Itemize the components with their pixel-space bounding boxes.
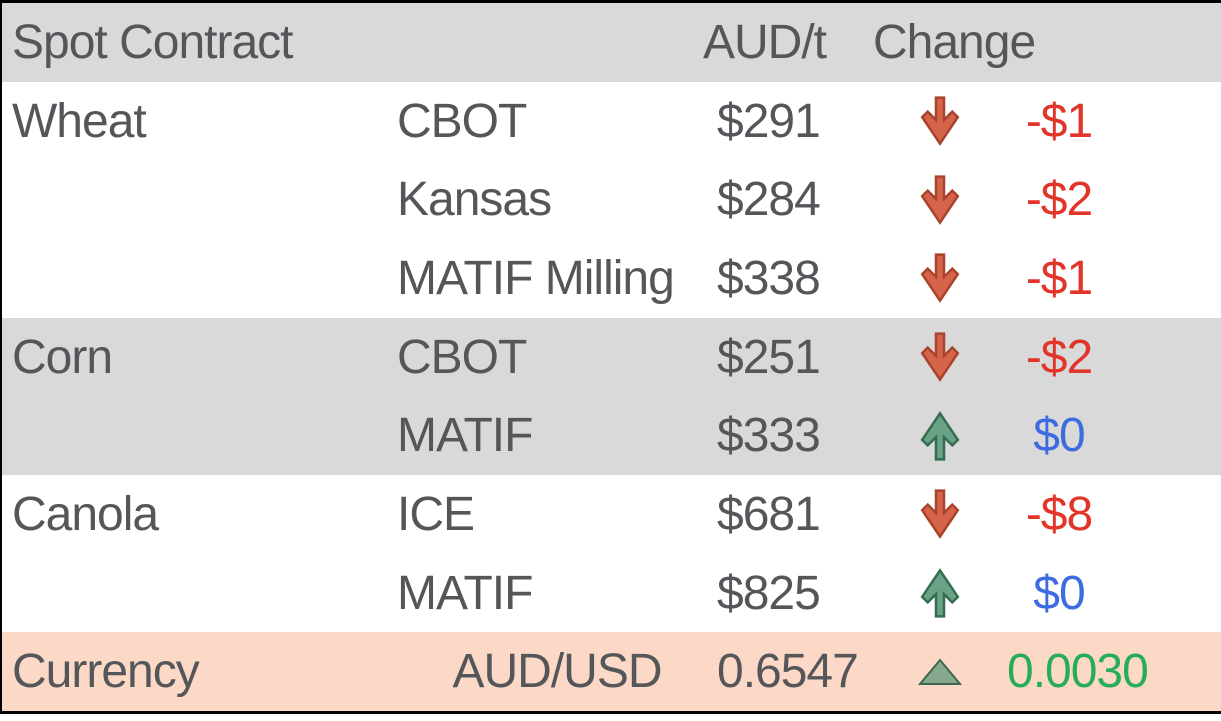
contract-label: MATIF [397,566,533,620]
price-value: $251 [717,330,821,384]
table-row-corn-matif: MATIF $333 $0 [2,396,1221,476]
table-header-row: Spot Contract AUD/t Change [2,3,1221,82]
commodity-label: Canola [12,487,159,541]
table-row-wheat-kansas: Kansas $284 -$2 [2,160,1221,239]
table-row-canola-matif: MATIF $825 $0 [2,554,1221,633]
currency-label: Currency [12,645,200,699]
direction-cell [873,657,1007,687]
table-row-corn-cbot: Corn CBOT $251 -$2 [2,317,1221,397]
up-arrow-icon [920,410,960,461]
direction-cell [873,331,1007,383]
down-arrow-icon [920,253,960,304]
table-row-wheat-matif-milling: MATIF Milling $338 -$1 [2,239,1221,318]
change-value: $0 [1033,409,1085,463]
change-value: -$1 [1025,251,1093,305]
up-arrow-icon [920,568,960,618]
change-value: -$2 [1025,330,1093,384]
down-arrow-icon [920,332,960,382]
contract-label: CBOT [397,94,527,148]
direction-cell [873,567,1007,619]
contract-label: ICE [397,487,475,541]
currency-change-value: 0.0030 [1007,645,1149,699]
price-value: $291 [717,94,821,148]
direction-cell [873,174,1007,226]
contract-label: MATIF [397,409,533,463]
direction-cell [873,488,1007,540]
down-arrow-icon [920,489,960,540]
up-triangle-icon [917,658,963,685]
direction-cell [873,410,1007,462]
price-value: $681 [717,487,821,541]
down-arrow-icon [920,175,960,225]
down-arrow-icon [920,96,960,146]
currency-pair-label: AUD/USD [452,645,662,699]
price-value: $338 [717,251,821,305]
header-change: Change [873,15,1036,69]
price-value: $825 [717,566,821,620]
commodity-label: Wheat [12,94,147,148]
change-value: $0 [1033,566,1085,620]
change-value: -$8 [1025,487,1093,541]
table-row-currency: Currency AUD/USD 0.6547 0.0030 [2,632,1221,712]
table-row-wheat-cbot: Wheat CBOT $291 -$1 [2,82,1221,161]
price-value: $333 [717,409,821,463]
price-value: $284 [717,173,821,227]
direction-cell [873,95,1007,147]
currency-rate-value: 0.6547 [717,645,859,699]
contract-label: Kansas [397,173,552,227]
direction-cell [873,252,1007,304]
commodity-label: Corn [12,330,113,384]
change-value: -$2 [1025,173,1093,227]
table-row-canola-ice: Canola ICE $681 -$8 [2,475,1221,554]
contract-label: CBOT [397,330,527,384]
header-spot-contract: Spot Contract [12,15,293,69]
header-aud-per-tonne: AUD/t [703,15,827,69]
contract-label: MATIF Milling [397,251,675,305]
change-value: -$1 [1025,94,1093,148]
